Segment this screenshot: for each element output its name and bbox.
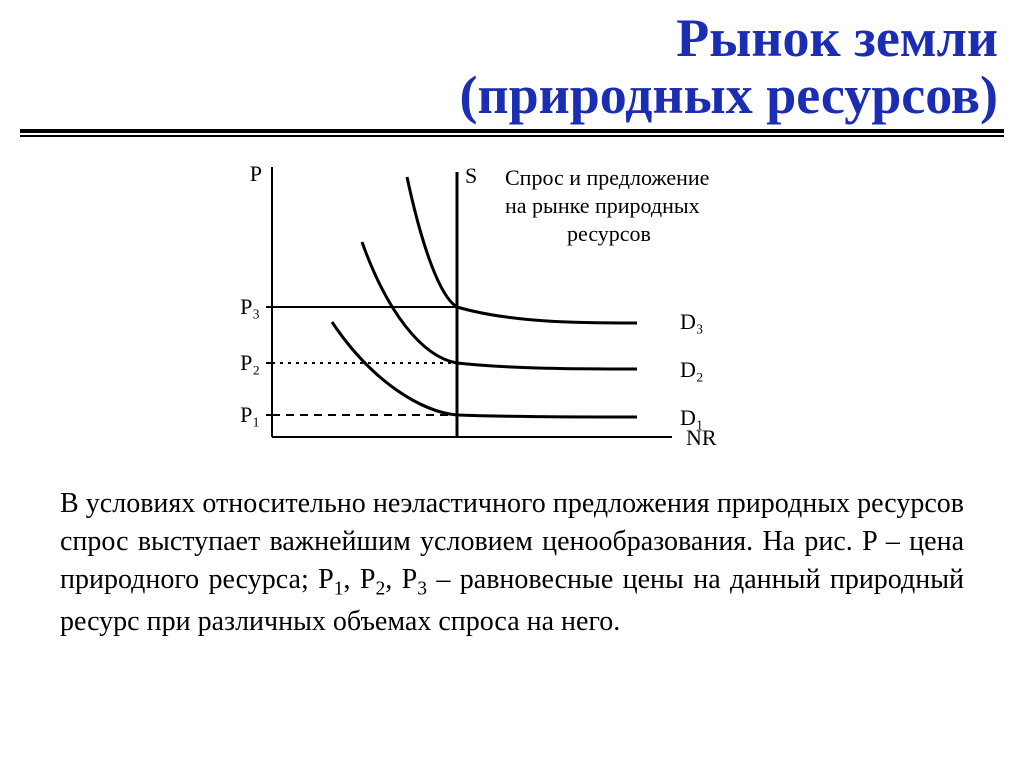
description-paragraph: В условиях относительно неэластичного пр…: [60, 485, 964, 640]
svg-text:Спрос и предложение: Спрос и предложение: [505, 165, 709, 190]
svg-text:P₂: P₂: [240, 350, 260, 375]
svg-text:D₂: D₂: [680, 357, 704, 382]
chart-container: PNRSСпрос и предложениена рынке природны…: [20, 147, 1004, 467]
slide-title: Рынок земли (природных ресурсов): [20, 10, 1004, 123]
para-sub2: 2: [375, 579, 385, 600]
supply-demand-chart: PNRSСпрос и предложениена рынке природны…: [192, 147, 832, 467]
svg-text:D₁: D₁: [680, 405, 704, 430]
rule-thin: [20, 135, 1004, 137]
svg-text:S: S: [465, 163, 477, 188]
para-sub1: 1: [334, 579, 344, 600]
svg-text:ресурсов: ресурсов: [567, 221, 651, 246]
slide: Рынок земли (природных ресурсов) PNRSСпр…: [0, 0, 1024, 767]
rule-thick: [20, 129, 1004, 133]
title-line-1: Рынок земли: [20, 10, 998, 67]
para-sub3: 3: [417, 579, 427, 600]
title-line-2: (природных ресурсов): [20, 67, 998, 124]
svg-text:на рынке природных: на рынке природных: [505, 193, 700, 218]
para-mid1: , P: [343, 564, 375, 595]
para-mid2: , P: [385, 564, 417, 595]
svg-text:D₃: D₃: [680, 309, 704, 334]
svg-text:P: P: [250, 161, 262, 186]
svg-text:P₃: P₃: [240, 294, 260, 319]
svg-text:P₁: P₁: [240, 402, 260, 427]
title-underline: [20, 129, 1004, 137]
